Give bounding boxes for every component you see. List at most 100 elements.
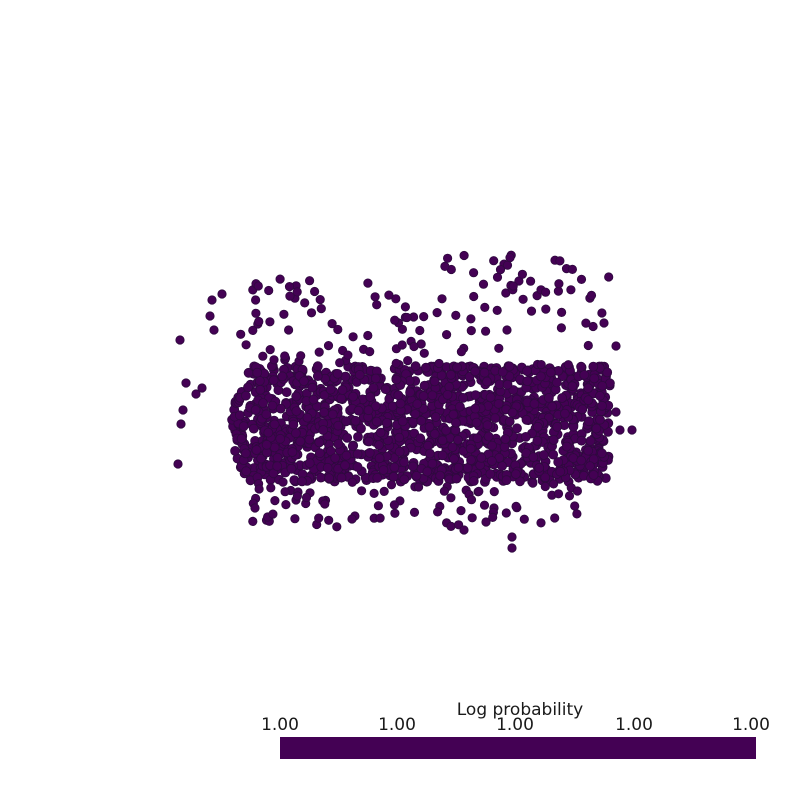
point	[432, 307, 442, 318]
point	[519, 514, 529, 524]
point	[390, 508, 400, 518]
point	[372, 472, 383, 483]
point	[451, 473, 462, 484]
point	[550, 513, 560, 523]
point	[319, 390, 330, 401]
point	[446, 521, 456, 532]
point	[394, 432, 405, 443]
point	[445, 369, 456, 380]
colorbar-tick-label: 1.00	[378, 715, 416, 735]
point	[356, 423, 366, 434]
point	[291, 406, 302, 417]
point	[332, 522, 342, 532]
point	[419, 311, 429, 322]
colorbar-title: Log probability	[456, 700, 584, 720]
point	[583, 445, 594, 456]
point	[240, 390, 251, 401]
point	[563, 360, 573, 370]
point	[505, 253, 515, 263]
point	[207, 295, 217, 305]
point	[347, 477, 357, 487]
point	[552, 421, 563, 432]
point	[449, 453, 459, 464]
point	[347, 514, 357, 524]
point	[353, 431, 363, 442]
point	[545, 367, 556, 378]
point	[394, 446, 405, 457]
point	[275, 433, 286, 444]
point	[553, 489, 564, 499]
point	[532, 421, 543, 432]
point	[541, 304, 551, 314]
point	[277, 371, 288, 382]
point	[534, 462, 545, 473]
point	[544, 392, 554, 403]
point	[437, 294, 447, 304]
point	[566, 285, 576, 295]
point	[236, 433, 247, 444]
point	[261, 439, 272, 450]
point	[441, 329, 452, 340]
point	[241, 466, 252, 477]
point	[497, 367, 508, 377]
point	[468, 476, 479, 486]
point	[318, 425, 329, 435]
point	[500, 434, 511, 445]
point	[526, 306, 537, 316]
point	[238, 421, 249, 432]
point	[370, 292, 380, 302]
point	[495, 264, 506, 275]
point	[448, 409, 459, 420]
point	[341, 450, 352, 461]
point	[286, 463, 297, 474]
point	[409, 507, 420, 518]
colorbar-tick-label: 1.00	[261, 715, 299, 735]
point	[217, 289, 227, 299]
point	[415, 325, 425, 336]
point	[175, 335, 185, 345]
point	[352, 461, 363, 472]
point	[322, 462, 333, 473]
point	[470, 403, 481, 414]
point	[258, 398, 269, 409]
point	[466, 325, 476, 336]
point	[479, 367, 490, 378]
point	[490, 413, 501, 424]
point	[300, 298, 310, 308]
point	[532, 435, 543, 446]
point	[422, 466, 433, 477]
point	[552, 377, 562, 388]
point	[555, 256, 565, 266]
point	[427, 458, 438, 469]
point	[341, 416, 352, 427]
point	[363, 436, 374, 447]
point	[561, 441, 572, 452]
point	[576, 455, 587, 466]
point	[173, 459, 183, 469]
point	[459, 250, 469, 261]
point	[411, 470, 422, 481]
point	[424, 421, 435, 432]
point	[501, 475, 512, 486]
point	[583, 395, 594, 406]
point	[302, 412, 313, 423]
point	[539, 450, 549, 460]
point	[478, 279, 489, 289]
point	[267, 400, 278, 411]
point	[323, 340, 334, 351]
point	[528, 452, 539, 463]
point	[285, 291, 295, 301]
point	[314, 448, 325, 459]
point	[332, 368, 343, 379]
point	[410, 409, 421, 419]
point	[333, 420, 344, 431]
point	[458, 392, 469, 403]
point	[540, 472, 551, 483]
point	[350, 415, 361, 426]
point	[466, 455, 476, 466]
point	[324, 515, 334, 525]
point	[440, 261, 450, 271]
point	[599, 318, 609, 328]
point	[315, 294, 325, 305]
